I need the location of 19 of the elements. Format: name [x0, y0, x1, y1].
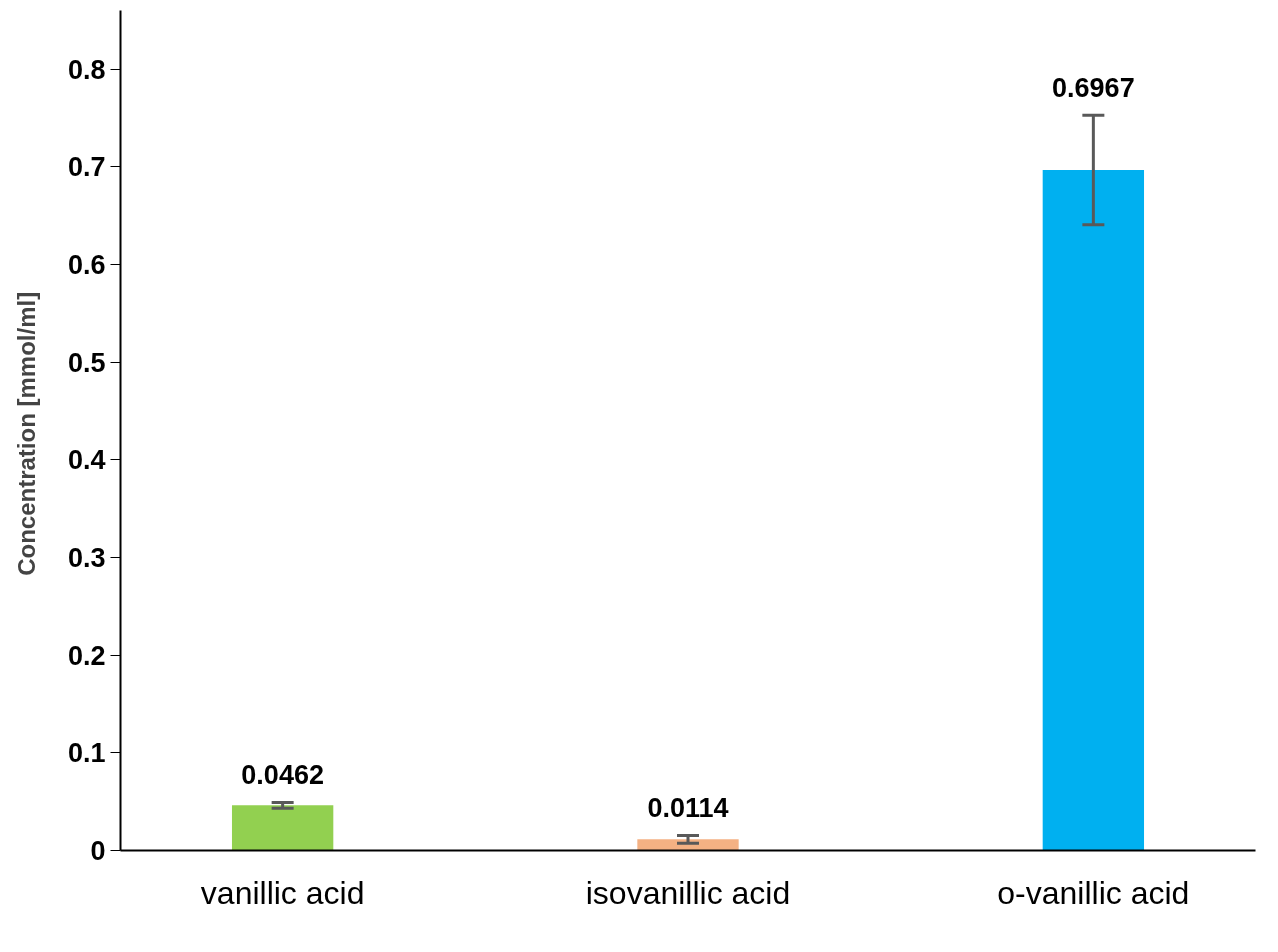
- y-tick-label: 0.5: [67, 347, 106, 378]
- y-tick-label: 0.7: [67, 152, 106, 183]
- data-label: 0.0114: [647, 793, 729, 824]
- y-tick-label: 0.6: [67, 249, 106, 280]
- y-tick-label: 0.8: [67, 54, 106, 85]
- x-tick-label: vanillic acid: [200, 874, 365, 911]
- y-tick-label: 0.1: [67, 738, 106, 769]
- y-tick-label: 0.4: [67, 445, 106, 476]
- x-tick-label: isovanillic acid: [585, 874, 791, 911]
- data-label: 0.0462: [241, 760, 324, 791]
- bar: [1042, 170, 1145, 851]
- y-axis-title: Concentration [mmol/ml]: [12, 291, 40, 576]
- y-tick-label: 0.2: [67, 640, 106, 671]
- bar: [231, 805, 334, 851]
- y-tick-label: 0.3: [67, 542, 106, 573]
- y-tick-label: 0: [90, 836, 106, 866]
- x-tick-label: o-vanillic acid: [997, 874, 1190, 911]
- data-label: 0.6967: [1052, 73, 1135, 104]
- bar: [637, 839, 739, 851]
